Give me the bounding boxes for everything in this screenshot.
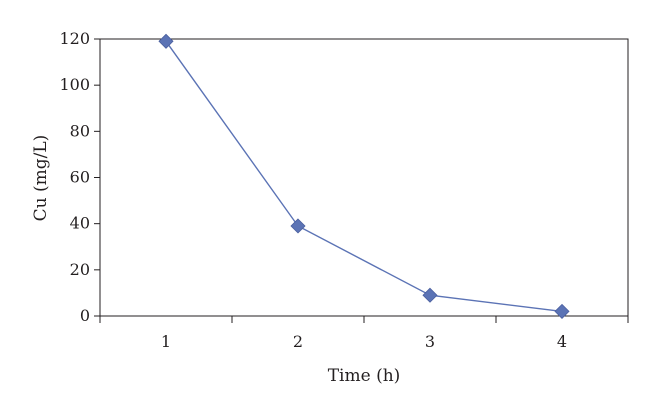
- data-point-marker: [554, 303, 570, 319]
- y-tick-label: 80: [70, 121, 90, 140]
- x-tick-label: 1: [161, 332, 171, 351]
- y-axis: 0 20 40 60 80 100 120: [59, 29, 100, 325]
- y-axis-title: Cu (mg/L): [31, 135, 51, 222]
- y-tick-label: 0: [80, 306, 90, 325]
- y-tick-label: 20: [70, 260, 90, 279]
- y-tick-label: 100: [59, 75, 90, 94]
- y-tick-label: 40: [70, 214, 90, 233]
- x-tick-label: 3: [425, 332, 435, 351]
- y-tick-label: 60: [70, 168, 90, 187]
- x-tick-label: 4: [557, 332, 567, 351]
- series-line: [165, 40, 563, 313]
- plot-frame: [99, 38, 629, 317]
- x-axis: 1 2 3 4: [99, 316, 629, 351]
- y-tick-label: 120: [59, 29, 90, 48]
- x-tick-label: 2: [293, 332, 303, 351]
- data-point-marker: [158, 33, 174, 49]
- data-point-marker: [290, 218, 306, 234]
- data-point-marker: [422, 287, 438, 303]
- x-axis-title: Time (h): [328, 366, 401, 386]
- series-layer: [158, 33, 570, 319]
